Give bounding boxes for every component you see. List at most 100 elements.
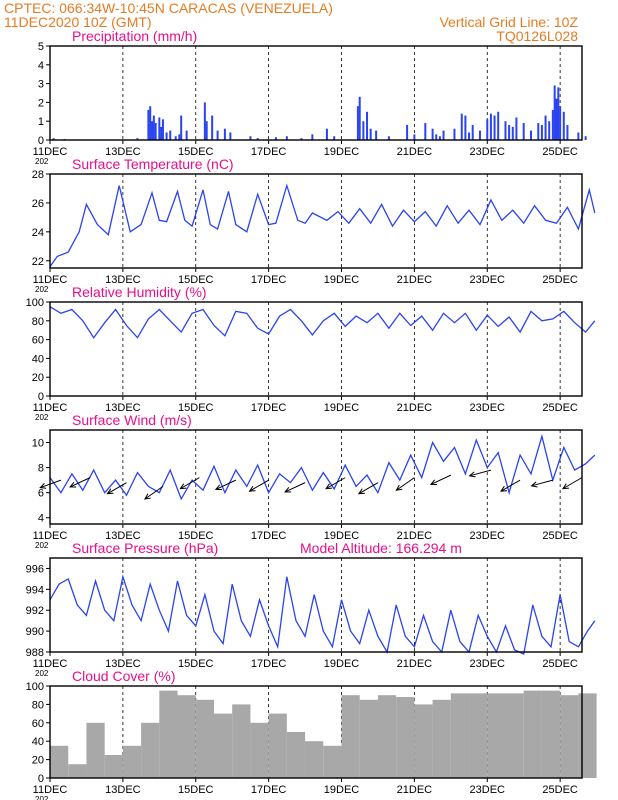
precip-panel: 0 1 2 3 4 5 11DEC 13DEC 15DEC 17DEC 19DEC 21DEC 23DE… [33, 28, 587, 166]
x-year-label: 202 [35, 157, 49, 166]
precip-bar [136, 138, 139, 140]
x-tick-label: 17DEC [251, 274, 287, 286]
rh-series-line [49, 306, 596, 339]
cloud-bar [177, 695, 196, 778]
x-tick-label: 15DEC [178, 146, 214, 158]
wind-arrow-head [179, 483, 187, 490]
cloud-frame [49, 685, 583, 779]
precip-bar [468, 132, 471, 140]
y-tick-label: 20 [32, 372, 44, 384]
precip-bar [406, 124, 409, 140]
x-tick-label: 15DEC [178, 530, 214, 542]
wind-arrow [69, 477, 91, 488]
y-tick-label: 40 [32, 353, 44, 365]
cloud-bar [432, 699, 451, 778]
precip-bar [508, 124, 511, 140]
y-tick-label: 28 [32, 169, 44, 181]
precip-bar [325, 128, 328, 140]
precip-bar [375, 130, 378, 140]
wind-arrow-head [284, 486, 292, 493]
precip-bar [160, 126, 163, 140]
precip-bar [358, 96, 361, 140]
x-tick-label: 17DEC [251, 402, 287, 414]
temp-series-line [49, 183, 596, 267]
temp-panel: 22 24 26 28 11DEC 13DEC 15DEC 17DEC 19DEC 21DEC 23… [32, 156, 596, 294]
precip-bar [387, 136, 390, 140]
y-tick-label: 1 [38, 116, 44, 128]
precip-bar [464, 115, 467, 140]
x-tick-label: 15DEC [178, 402, 214, 414]
precip-title: Precipitation (mm/h) [72, 28, 197, 44]
temp-frame [49, 173, 583, 269]
cloud-bar [505, 693, 524, 778]
wind-arrow [144, 485, 164, 500]
x-tick-label: 17DEC [251, 146, 287, 158]
pres-frame [49, 557, 583, 653]
wind-arrow-head [143, 493, 151, 500]
x-tick-label: 21DEC [397, 274, 433, 286]
x-tick-label: 19DEC [324, 274, 360, 286]
x-tick-label: 25DEC [542, 530, 578, 542]
x-tick-label: 11DEC [33, 658, 68, 670]
x-tick-label: 23DEC [470, 274, 506, 286]
x-tick-label: 21DEC [397, 784, 433, 796]
precip-bar [435, 134, 438, 140]
pres-annotation: Model Altitude: 166.294 m [300, 540, 462, 556]
cloud-bar [305, 741, 324, 778]
x-tick-label: 25DEC [542, 146, 578, 158]
y-tick-label: 0 [38, 391, 44, 403]
precip-bar [174, 136, 177, 140]
pres-panel: 988 990 992 994 996 11DEC 13DEC 15DEC 17DEC 19DEC… [26, 540, 596, 678]
precip-bar [362, 121, 365, 140]
x-tick-label: 13DEC [105, 784, 141, 796]
x-tick-label: 13DEC [105, 658, 141, 670]
wind-arrow [284, 482, 306, 493]
cloud-bar [141, 722, 160, 778]
x-tick-label: 25DEC [542, 658, 578, 670]
wind-arrow-head [325, 483, 333, 490]
precip-bar [544, 115, 547, 140]
precip-bar [169, 130, 172, 140]
precip-bar [577, 132, 580, 140]
y-tick-label: 5 [38, 41, 44, 53]
wind-title: Surface Wind (m/s) [72, 412, 192, 428]
x-tick-label: 25DEC [542, 402, 578, 414]
y-tick-label: 0 [38, 135, 44, 147]
cloud-bar [68, 764, 87, 778]
cloud-bar [286, 732, 306, 778]
header-model-code: TQ0126L028 [496, 28, 578, 44]
x-tick-label: 15DEC [178, 784, 214, 796]
wind-arrow-head [248, 485, 256, 492]
cloud-bar [396, 697, 415, 778]
precip-bar [356, 106, 359, 140]
cloud-bar [159, 690, 178, 778]
precip-bar [460, 113, 463, 140]
precip-bar [165, 132, 168, 140]
precip-bar [154, 123, 157, 140]
y-tick-label: 4 [38, 60, 44, 72]
x-tick-label: 23DEC [470, 784, 506, 796]
precip-bar [540, 124, 543, 140]
x-tick-label: 15DEC [178, 274, 214, 286]
x-year-label: 202 [35, 541, 49, 550]
cloud-bar [377, 695, 397, 778]
y-tick-label: 3 [38, 79, 44, 91]
precip-bar [442, 130, 445, 140]
wind-arrow-head [69, 481, 77, 488]
x-tick-label: 21DEC [397, 658, 433, 670]
wind-arrow-head [561, 483, 569, 490]
precip-bar [274, 137, 277, 140]
wind-arrow-head [530, 481, 538, 488]
precip-bar [149, 106, 152, 140]
x-tick-label: 11DEC [33, 274, 68, 286]
precip-bar [557, 87, 560, 140]
x-tick-label: 21DEC [397, 530, 433, 542]
precip-bar [180, 115, 183, 140]
cloud-bar [359, 699, 378, 778]
precip-bar [486, 119, 489, 140]
precip-bar [515, 117, 518, 140]
precip-bar [566, 124, 569, 140]
precip-bar [471, 124, 474, 140]
wind-arrow [500, 479, 521, 492]
